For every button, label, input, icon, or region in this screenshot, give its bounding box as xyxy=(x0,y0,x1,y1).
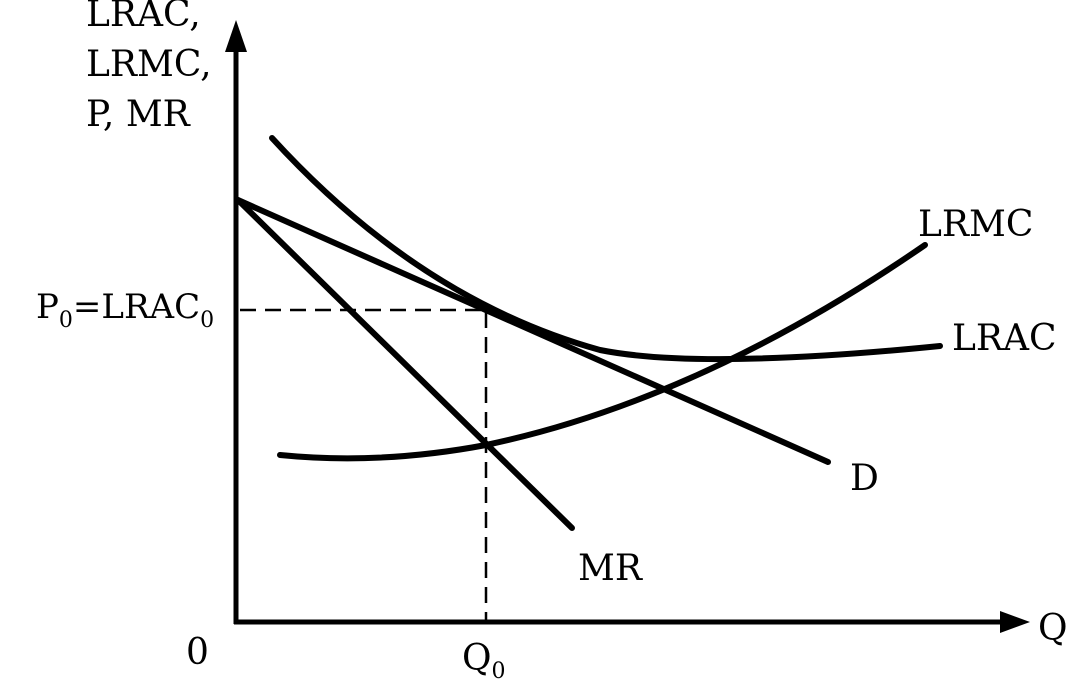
price-label-main: P xyxy=(36,287,59,327)
price-label-sub-2: 0 xyxy=(200,308,214,333)
origin-label: 0 xyxy=(186,632,209,673)
demand-curve xyxy=(235,197,831,465)
y-axis-label-line-1: LRAC, xyxy=(86,0,201,35)
demand-label: D xyxy=(850,458,879,499)
quantity-label-main: Q xyxy=(462,638,492,679)
marginal-revenue-curve xyxy=(235,197,575,531)
lrmc-curve xyxy=(277,242,928,462)
price-label-mid: =LRAC xyxy=(73,287,200,327)
marginal-revenue-label: MR xyxy=(578,548,643,589)
quantity-label-sub: 0 xyxy=(492,659,506,684)
y-axis-label-line-2: LRMC, xyxy=(86,44,212,85)
x-axis-arrowhead xyxy=(1000,611,1030,633)
lrac-label: LRAC xyxy=(952,318,1057,359)
price-label: P0=LRAC0 xyxy=(36,287,214,333)
y-axis-label-line-3: P, MR xyxy=(86,94,191,135)
x-axis-label: Q xyxy=(1038,608,1068,649)
y-axis-arrowhead xyxy=(225,20,247,52)
lrmc-label: LRMC xyxy=(918,204,1033,245)
price-label-sub-1: 0 xyxy=(59,308,73,333)
lrac-curve xyxy=(269,135,943,363)
quantity-label: Q0 xyxy=(462,638,506,684)
